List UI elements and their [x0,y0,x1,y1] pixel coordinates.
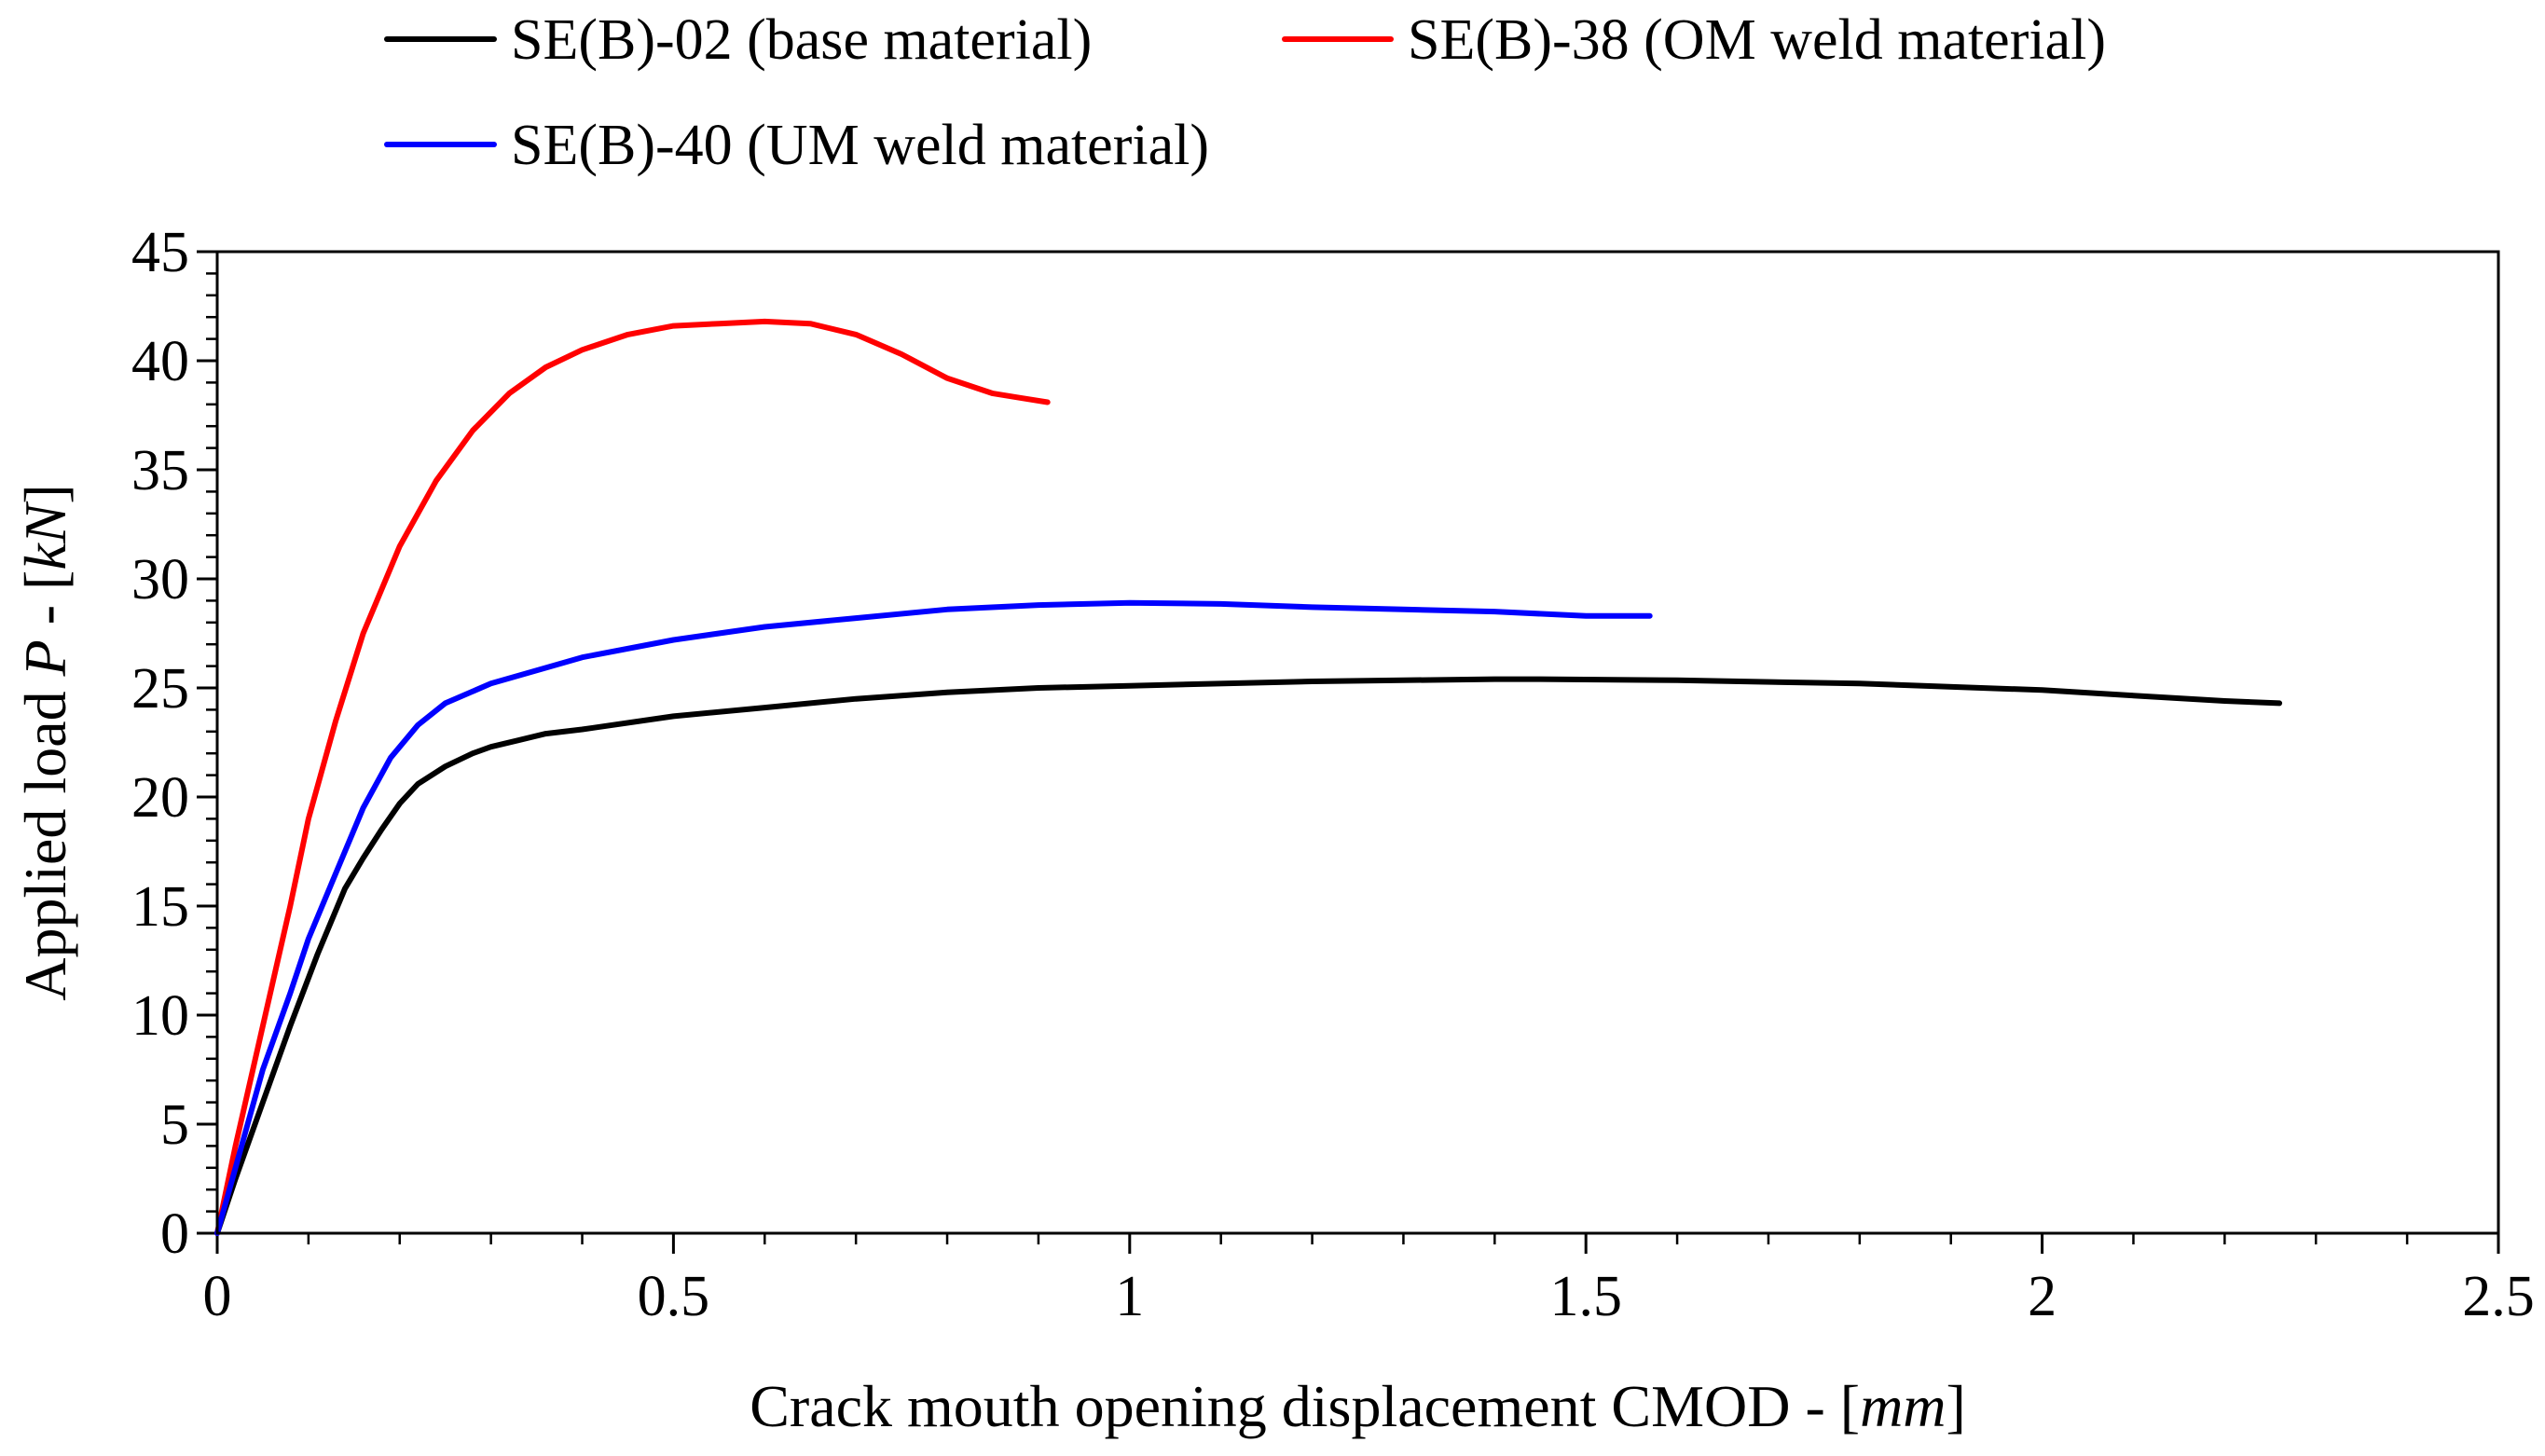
x-tick-label: 2 [2028,1265,2057,1328]
series-line-base [214,676,2283,1236]
y-tick-label: 0 [160,1202,189,1266]
y-axis-title: Applied load P - [kN] [12,484,78,1001]
y-tick-label: 45 [131,221,189,284]
y-tick-label: 35 [131,439,189,502]
legend: SE(B)-02 (base material) SE(B)-38 (OM wel… [384,8,2106,177]
y-axis-title-unit: kN [12,501,78,570]
series-line-um-weld [214,599,1653,1236]
x-axis-title-prefix: Crack mouth opening displacement CMOD - … [750,1373,1860,1439]
tick-labels: 0 0.5 1 1.5 2 2.5 0 5 10 15 20 25 30 35 40 45 [131,221,2535,1328]
y-tick-label: 5 [160,1093,189,1157]
x-tick-label: 2.5 [2462,1265,2535,1328]
y-tick-label: 40 [131,330,189,393]
axis-ticks [197,250,2500,1254]
y-tick-label: 30 [131,548,189,611]
y-tick-label: 20 [131,766,189,830]
x-axis-title-suffix: ] [1947,1373,1966,1439]
y-tick-label: 25 [131,657,189,721]
x-tick-label: 1 [1115,1265,1144,1328]
x-tick-label: 0 [203,1265,232,1328]
x-tick-label: 1.5 [1549,1265,1622,1328]
y-tick-label: 15 [131,875,189,939]
legend-label-um-weld: SE(B)-40 (UM weld material) [511,114,1209,177]
x-axis-title: Crack mouth opening displacement CMOD - … [750,1373,1966,1439]
y-tick-label: 10 [131,984,189,1048]
series-lines [214,318,2283,1236]
y-axis-title-prefix: Applied load [12,676,78,1000]
legend-label-om-weld: SE(B)-38 (OM weld material) [1408,8,2106,72]
plot-area-frame [215,250,2500,1235]
series-line-om-weld [214,318,1051,1236]
y-axis-title-suffix: ] [12,484,78,503]
legend-label-base: SE(B)-02 (base material) [511,8,1092,72]
y-axis-title-middle: - [ [12,570,78,640]
x-axis-title-unit: mm [1860,1373,1946,1439]
y-axis-title-symbol: P [12,639,78,677]
x-tick-label: 0.5 [638,1265,710,1328]
